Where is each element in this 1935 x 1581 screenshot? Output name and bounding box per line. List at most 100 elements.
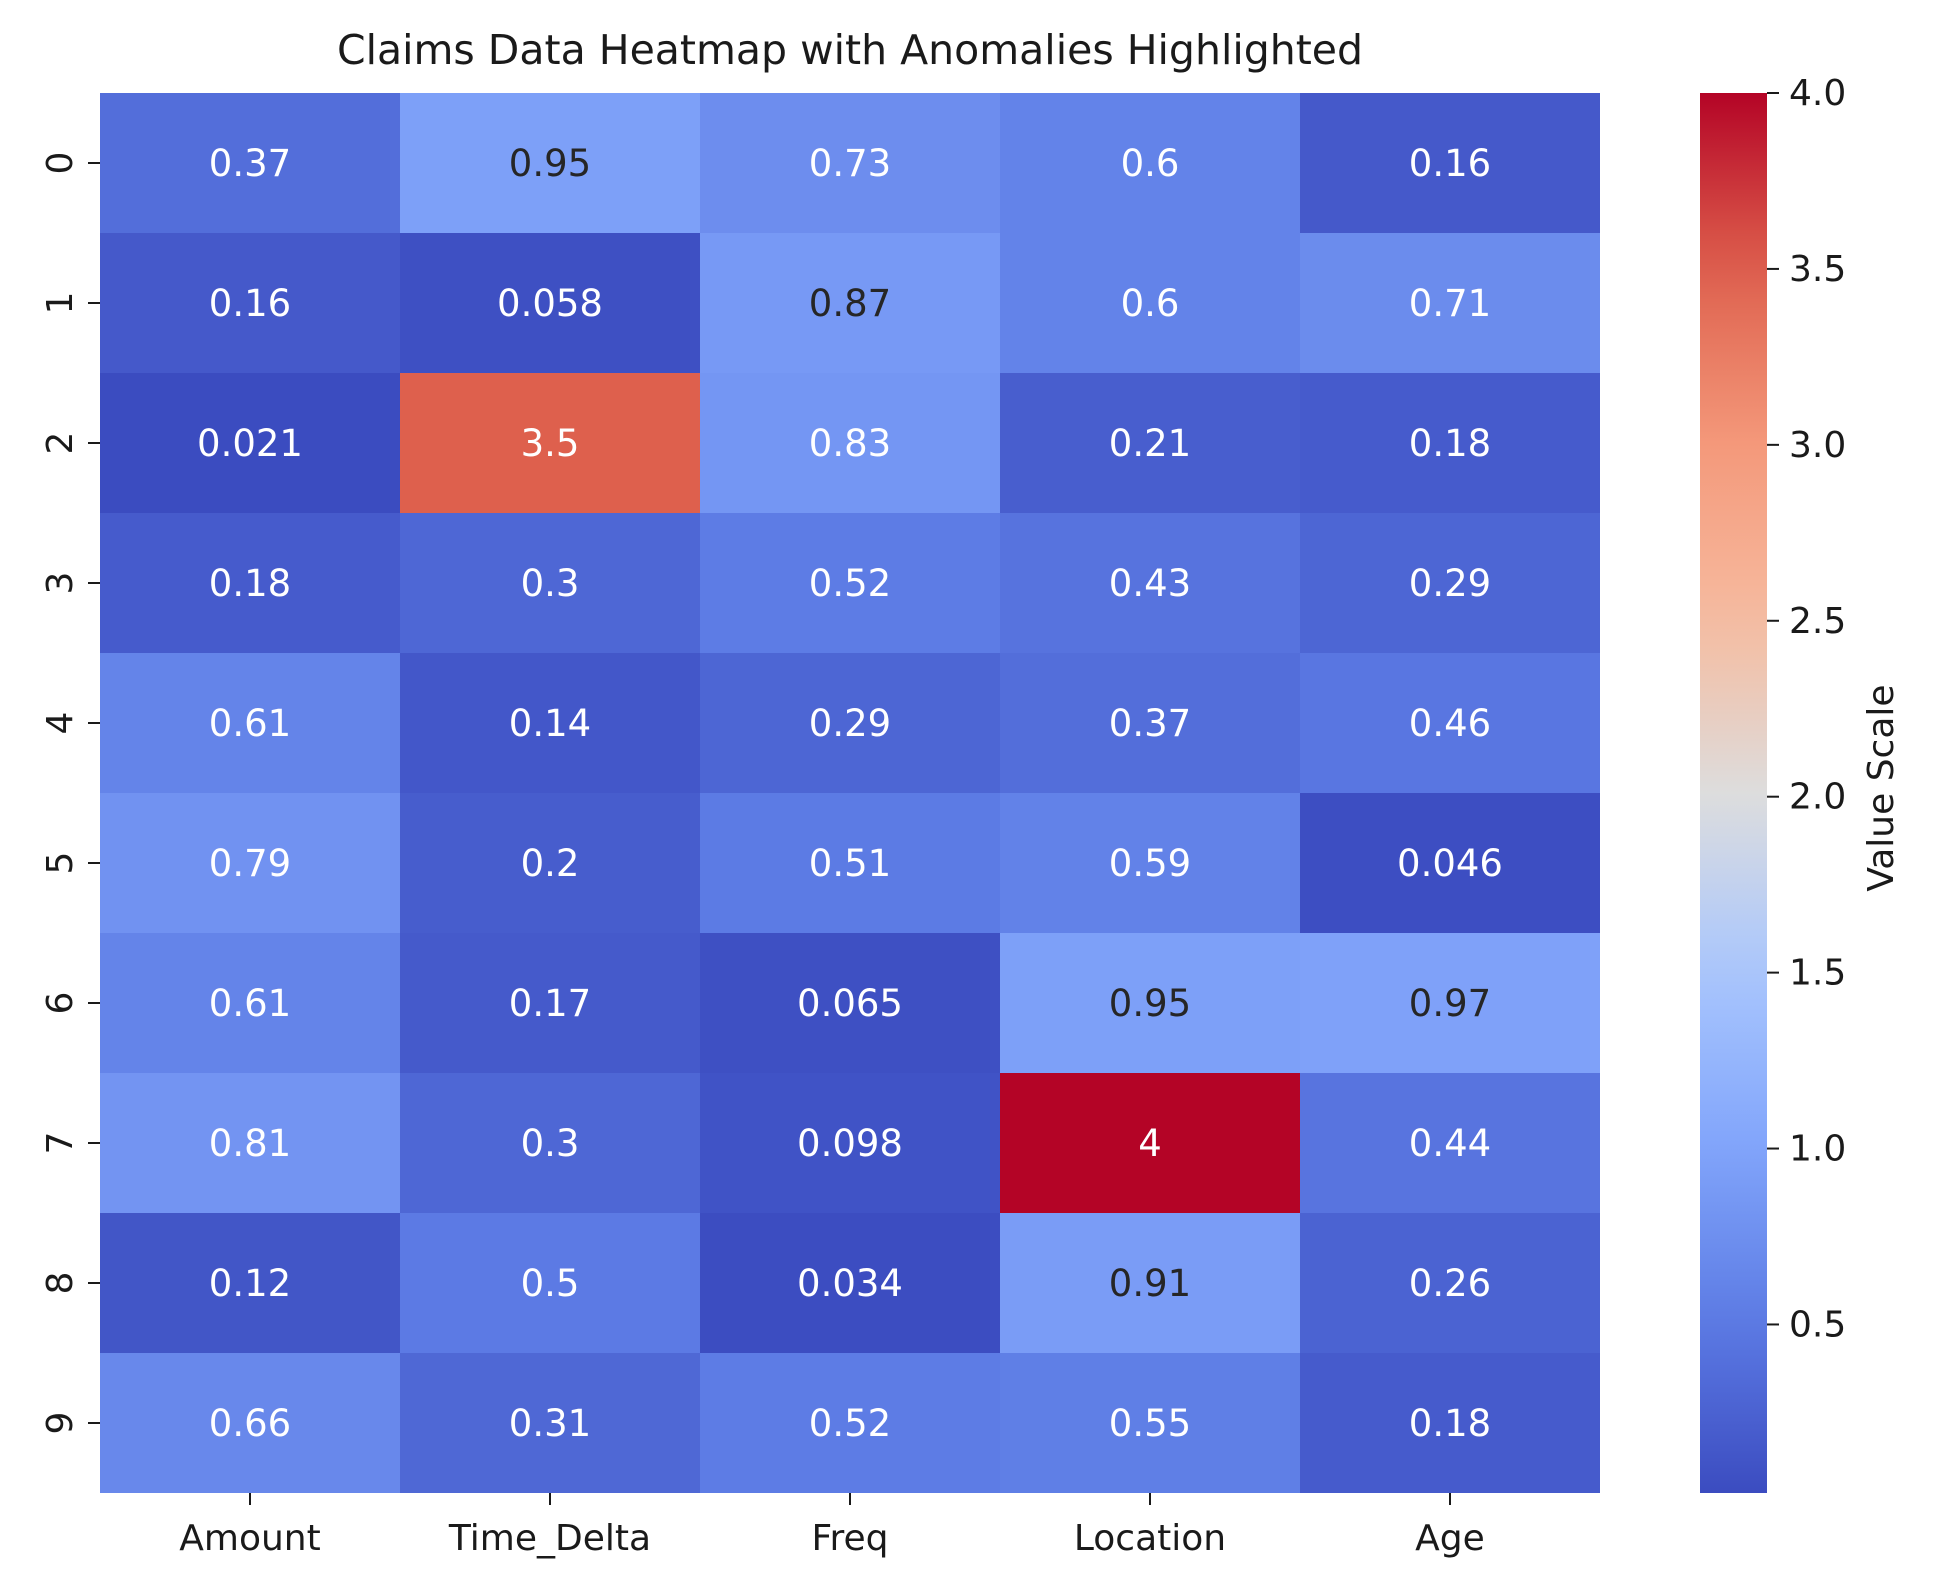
y-tick-label: 8	[40, 1272, 81, 1295]
colorbar-tick-label: 4.0	[1789, 73, 1846, 114]
cell-value-label: 0.43	[1109, 562, 1191, 605]
colorbar	[1700, 93, 1767, 1493]
heatmap-cell	[700, 933, 1000, 1073]
heatmap-cell	[1000, 93, 1300, 233]
heatmap-cell	[100, 1213, 400, 1353]
heatmap-cell	[100, 513, 400, 653]
cell-value-label: 0.021	[197, 422, 303, 465]
cell-value-label: 0.26	[1409, 1262, 1491, 1305]
x-tick-label: Time_Delta	[448, 1518, 651, 1559]
heatmap-cell	[1300, 373, 1600, 513]
colorbar-label: Value Scale	[1861, 684, 1902, 891]
x-tick-label: Amount	[179, 1518, 320, 1559]
heatmap-cell	[400, 373, 700, 513]
cell-value-label: 0.12	[209, 1262, 291, 1305]
cell-value-label: 0.52	[809, 562, 891, 605]
heatmap-cell	[1000, 653, 1300, 793]
y-tick-label: 9	[40, 1412, 81, 1435]
cell-value-label: 0.83	[809, 422, 891, 465]
cell-value-label: 3.5	[521, 422, 580, 465]
cell-value-label: 0.29	[1409, 562, 1491, 605]
y-tick-label: 4	[40, 712, 81, 735]
cell-value-label: 0.14	[509, 702, 591, 745]
heatmap-cell	[700, 653, 1000, 793]
cell-value-label: 0.37	[209, 142, 291, 185]
heatmap-cell	[100, 233, 400, 373]
chart-title: Claims Data Heatmap with Anomalies Highl…	[337, 26, 1363, 74]
heatmap-cell	[400, 653, 700, 793]
heatmap-cell	[1300, 793, 1600, 933]
cell-value-label: 0.87	[809, 282, 891, 325]
heatmap-cell	[400, 1213, 700, 1353]
heatmap-cell	[1000, 1213, 1300, 1353]
heatmap-cell	[400, 933, 700, 1073]
cell-value-label: 0.065	[797, 982, 903, 1025]
cell-value-label: 0.18	[1409, 1402, 1491, 1445]
heatmap-cell	[100, 653, 400, 793]
heatmap-cell	[100, 1353, 400, 1493]
x-tick-label: Age	[1415, 1518, 1485, 1559]
colorbar-tick-label: 0.5	[1789, 1304, 1846, 1345]
cell-value-label: 0.3	[521, 1122, 580, 1165]
cell-value-label: 0.16	[209, 282, 291, 325]
cell-value-label: 0.79	[209, 842, 291, 885]
colorbar-tick-label: 3.5	[1789, 249, 1846, 290]
heatmap-cell	[1300, 93, 1600, 233]
cell-value-label: 0.52	[809, 1402, 891, 1445]
cell-value-label: 0.37	[1109, 702, 1191, 745]
heatmap-cell	[400, 1073, 700, 1213]
cell-value-label: 0.81	[209, 1122, 291, 1165]
heatmap-cell	[1000, 1353, 1300, 1493]
heatmap-cell	[700, 1353, 1000, 1493]
cell-value-label: 0.16	[1409, 142, 1491, 185]
heatmap-cell	[1300, 1073, 1600, 1213]
heatmap-cell	[700, 513, 1000, 653]
heatmap-cell	[700, 233, 1000, 373]
y-tick-label: 1	[40, 292, 81, 315]
cell-value-label: 0.51	[809, 842, 891, 885]
cell-value-label: 0.95	[509, 142, 591, 185]
heatmap-cell	[700, 1073, 1000, 1213]
y-tick-label: 2	[40, 432, 81, 455]
cell-value-label: 0.18	[209, 562, 291, 605]
heatmap-cell	[100, 373, 400, 513]
heatmap-cell	[1300, 1213, 1600, 1353]
cell-value-label: 0.91	[1109, 1262, 1191, 1305]
x-tick-label: Location	[1074, 1518, 1226, 1559]
heatmap-cell	[400, 513, 700, 653]
heatmap-cell	[100, 933, 400, 1073]
heatmap-cell	[700, 93, 1000, 233]
y-tick-label: 7	[40, 1132, 81, 1155]
cell-value-label: 0.3	[521, 562, 580, 605]
cell-value-label: 0.6	[1121, 142, 1180, 185]
cell-value-label: 0.5	[521, 1262, 580, 1305]
cell-value-label: 0.71	[1409, 282, 1491, 325]
y-tick-label: 3	[40, 572, 81, 595]
heatmap-cell	[1000, 373, 1300, 513]
heatmap-cell	[1000, 233, 1300, 373]
cell-value-label: 0.61	[209, 982, 291, 1025]
colorbar-tick-label: 2.0	[1789, 777, 1846, 818]
heatmap-cell	[700, 1213, 1000, 1353]
heatmap-cell	[400, 93, 700, 233]
cell-value-label: 0.66	[209, 1402, 291, 1445]
colorbar-tick-label: 1.5	[1789, 953, 1846, 994]
cell-value-label: 0.95	[1109, 982, 1191, 1025]
cell-value-label: 0.46	[1409, 702, 1491, 745]
heatmap-cell	[1000, 1073, 1300, 1213]
heatmap-cell	[1000, 793, 1300, 933]
cell-value-label: 0.61	[209, 702, 291, 745]
heatmap-cell	[700, 793, 1000, 933]
heatmap-cell	[1300, 233, 1600, 373]
colorbar-ticks: 0.5 1.0 1.5 2.0 2.5 3.0 3.5 4.0	[1767, 73, 1846, 1345]
y-tick-label: 0	[40, 152, 81, 175]
heatmap-cells: 0.37 0.95 0.73 0.6 0.16 0.16 0.058 0.87 0.6 0.71 0…	[100, 93, 1600, 1493]
heatmap-cell	[1300, 933, 1600, 1073]
heatmap-cell	[700, 373, 1000, 513]
heatmap-cell	[1000, 513, 1300, 653]
y-tick-label: 6	[40, 992, 81, 1015]
y-tick-label: 5	[40, 852, 81, 875]
x-tick-label: Freq	[811, 1518, 888, 1559]
cell-value-label: 0.034	[797, 1262, 903, 1305]
